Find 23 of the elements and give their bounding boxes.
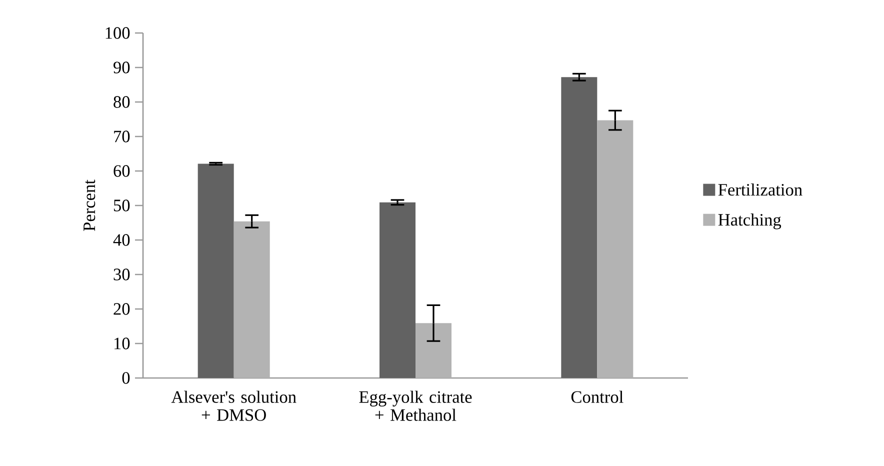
x-tick-label: Alsever's solution + DMSO	[171, 390, 296, 421]
y-tick-label: 0	[122, 372, 130, 384]
y-tick-label: 50	[114, 200, 130, 212]
y-tick-label: 80	[114, 96, 130, 108]
x-tick-label: Control	[571, 390, 624, 403]
legend-label: Hatching	[718, 213, 782, 230]
y-tick-label: 90	[114, 62, 130, 74]
y-tick-label: 30	[114, 268, 130, 280]
y-tick-label: 70	[114, 130, 130, 142]
y-tick-label: 60	[114, 165, 130, 177]
bar	[234, 221, 270, 378]
bar	[416, 323, 452, 378]
bar	[380, 202, 416, 378]
y-tick-label: 20	[114, 303, 130, 315]
y-tick-label: 100	[106, 27, 130, 39]
y-tick-label: 10	[114, 338, 130, 350]
bar	[198, 164, 234, 378]
y-tick-label: 40	[113, 234, 130, 246]
y-axis-title: Percent	[84, 180, 96, 231]
bar	[597, 120, 634, 378]
x-tick-label: Egg-yolk citrate + Methanol	[359, 390, 472, 421]
bar	[561, 77, 598, 378]
legend-label: Fertilization	[718, 183, 802, 196]
